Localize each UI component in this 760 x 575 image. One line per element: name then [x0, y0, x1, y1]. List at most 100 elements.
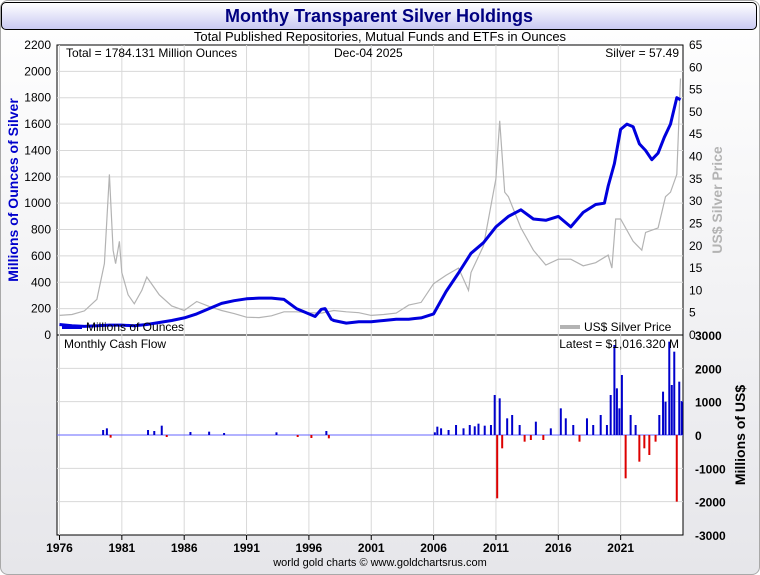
x-tick-label: 2021	[607, 541, 634, 555]
cashflow-bar	[498, 398, 501, 435]
y-left-tick-label: 1800	[24, 91, 51, 105]
cashflow-bar	[592, 425, 595, 435]
date-label: Dec-04 2025	[334, 46, 403, 60]
y-right-tick-label: 35	[689, 172, 703, 186]
cashflow-bar	[483, 425, 486, 435]
cashflow-tick-label: -2000	[695, 496, 726, 510]
price-label: Silver = 57.49	[605, 46, 679, 60]
cashflow-bar	[662, 391, 665, 435]
cashflow-bar	[296, 435, 299, 437]
cashflow-bar	[433, 432, 436, 435]
x-tick-label: 1991	[233, 541, 260, 555]
cashflow-bar	[518, 425, 521, 435]
cashflow-tick-label: -1000	[695, 462, 726, 476]
cashflow-bar	[468, 425, 471, 435]
cashflow-bar	[109, 435, 112, 438]
y-left-tick-label: 1200	[24, 170, 51, 184]
y-right-tick-label: 30	[689, 194, 703, 208]
cashflow-bar	[559, 408, 562, 435]
cashflow-tick-label: -3000	[695, 529, 726, 543]
y-right-tick-label: 5	[689, 306, 696, 320]
cashflow-bar	[477, 423, 480, 435]
cashflow-bar	[208, 431, 211, 435]
cashflow-bar	[670, 385, 673, 435]
cashflow-bar	[473, 426, 476, 435]
cashflow-bar	[436, 426, 439, 435]
cashflow-tick-label: 2000	[695, 362, 722, 376]
cashflow-bar	[549, 428, 552, 435]
y-left-tick-label: 600	[31, 249, 51, 263]
cashflow-bar	[634, 425, 637, 435]
total-label: Total = 1784.131 Million Ounces	[66, 46, 237, 60]
cashflow-bar	[599, 415, 602, 435]
cashflow-bar	[578, 435, 581, 442]
y-right-tick-label: 0	[689, 328, 696, 342]
y-left-tick-label: 1000	[24, 196, 51, 210]
legend-holdings-label: Millions of Ounces	[86, 320, 184, 334]
y-left-tick-label: 2000	[24, 64, 51, 78]
cashflow-bar	[529, 435, 532, 440]
cashflow-bar	[496, 435, 499, 499]
x-tick-label: 2011	[483, 541, 509, 555]
x-tick-label: 2001	[358, 541, 385, 555]
y-right-tick-label: 60	[689, 60, 703, 74]
legend-price-label: US$ Silver Price	[584, 320, 672, 334]
axis-ticks: 1976 1981 1986 1991 1996 2001 2006 2011 2016 2021…	[24, 38, 726, 555]
cashflow-bar	[680, 401, 683, 435]
cashflow-bar	[542, 435, 545, 440]
footer-credit: world gold charts © www.goldchartsrus.co…	[273, 557, 487, 569]
cashflow-bar	[620, 375, 623, 435]
cashflow-bar	[153, 431, 156, 435]
cashflow-bar	[105, 428, 108, 435]
cashflow-bar	[501, 435, 504, 449]
y-left-tick-label: 800	[31, 223, 51, 237]
y-right-tick-label: 40	[689, 150, 703, 164]
chart-title: Monthy Transparent Silver Holdings	[1, 2, 757, 30]
y-right-tick-label: 65	[689, 38, 703, 52]
y-right-tick-label: 50	[689, 105, 703, 119]
x-tick-label: 2016	[545, 541, 572, 555]
cashflow-bar	[585, 418, 588, 435]
cashflow-bar	[648, 435, 651, 455]
cashflow-bar	[678, 381, 681, 435]
cashflow-bar	[455, 425, 458, 435]
cashflow-bar	[440, 428, 443, 435]
cashflow-bar	[664, 401, 667, 435]
cashflow-bar	[668, 341, 671, 435]
right-axis-label-price: US$ Silver Price	[709, 146, 725, 254]
silver-price-line	[59, 78, 682, 319]
cashflow-bar	[605, 425, 608, 435]
cashflow-bar	[275, 432, 278, 435]
top-plot-area	[56, 44, 684, 336]
cashflow-bar	[673, 351, 676, 435]
cashflow-bar	[489, 425, 492, 435]
y-left-tick-label: 200	[31, 302, 51, 316]
chart-subtitle: Total Published Repositories, Mutual Fun…	[193, 29, 567, 44]
cashflow-bar	[506, 418, 509, 435]
cashflow-title: Monthly Cash Flow	[64, 337, 166, 351]
series-lines	[59, 78, 682, 328]
cashflow-bar	[327, 435, 330, 439]
cashflow-bar	[223, 433, 226, 435]
cashflow-bar	[613, 345, 616, 435]
cashflow-bar	[534, 421, 537, 435]
y-left-tick-label: 400	[31, 275, 51, 289]
x-tick-label: 1981	[108, 541, 135, 555]
cashflow-bar	[147, 430, 150, 435]
cashflow-bar	[102, 430, 105, 435]
cashflow-tick-label: 3000	[695, 329, 722, 343]
cashflow-bar	[189, 432, 192, 435]
y-left-tick-label: 1400	[24, 143, 51, 157]
y-right-tick-label: 15	[689, 261, 703, 275]
y-right-tick-label: 10	[689, 283, 703, 297]
holdings-line	[59, 96, 682, 328]
cashflow-tick-label: 0	[695, 429, 702, 443]
cashflow-bar	[493, 395, 496, 435]
cashflow-bar	[564, 418, 567, 435]
y-right-tick-label: 55	[689, 83, 703, 97]
cashflow-bar	[624, 435, 627, 479]
cashflow-bar	[310, 435, 313, 438]
cashflow-tick-label: 1000	[695, 396, 722, 410]
y-left-tick-label: 2200	[24, 38, 51, 52]
